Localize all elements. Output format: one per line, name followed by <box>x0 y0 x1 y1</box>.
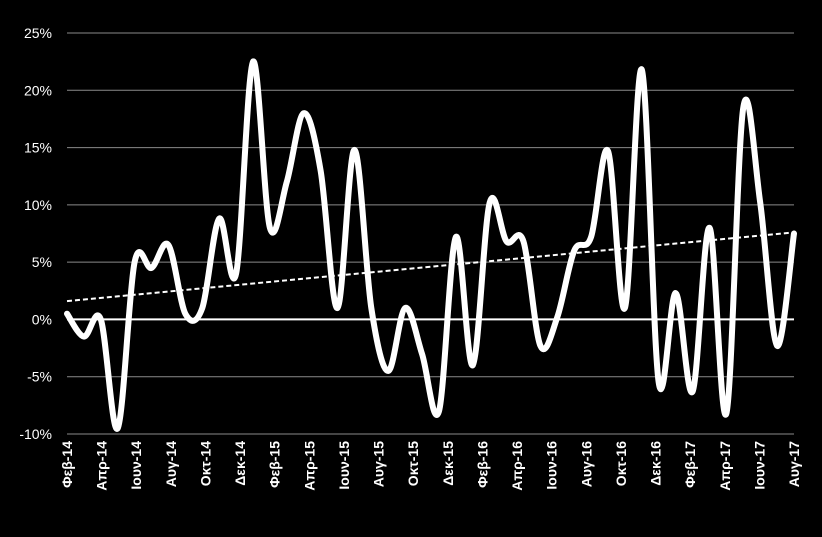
y-tick-label: -10% <box>19 426 52 442</box>
x-tick-label: Αυγ-15 <box>371 441 387 487</box>
y-tick-label: 5% <box>32 254 52 270</box>
x-tick-label: Φεβ-15 <box>267 441 283 488</box>
x-tick-label: Ιουν-16 <box>544 441 560 490</box>
y-tick-label: 0% <box>32 311 52 327</box>
y-tick-label: -5% <box>27 369 52 385</box>
y-tick-label: 20% <box>24 82 52 98</box>
x-axis-tick-labels: Φεβ-14 Απρ-14 Ιουν-14 Αυγ-14 Οκτ-14 Δεκ-14 Φεβ… <box>59 441 802 491</box>
x-tick-label: Αυγ-17 <box>786 441 802 487</box>
series-line <box>64 58 797 432</box>
x-tick-label: Ιουν-15 <box>336 441 352 490</box>
x-tick-label: Φεβ-14 <box>59 441 75 488</box>
series-lines <box>64 58 797 432</box>
trendline <box>66 231 795 303</box>
y-axis-tick-labels: -10% -5% 0% 5% 10% 15% 20% 25% <box>19 25 52 442</box>
y-tick-label: 15% <box>24 140 52 156</box>
x-tick-label: Αυγ-16 <box>578 441 594 487</box>
x-tick-label: Οκτ-16 <box>613 441 629 486</box>
x-tick-label: Δεκ-16 <box>648 441 664 486</box>
x-tick-label: Ιουν-17 <box>751 441 767 490</box>
x-tick-label: Οκτ-15 <box>405 441 421 486</box>
x-tick-label: Απρ-17 <box>717 441 733 491</box>
x-tick-label: Δεκ-15 <box>440 441 456 486</box>
x-tick-label: Φεβ-16 <box>474 441 490 488</box>
x-tick-label: Δεκ-14 <box>232 441 248 486</box>
x-tick-label: Ιουν-14 <box>128 441 144 490</box>
x-tick-label: Φεβ-17 <box>682 441 698 488</box>
x-tick-label: Οκτ-14 <box>197 441 213 486</box>
y-tick-label: 25% <box>24 25 52 41</box>
x-tick-label: Απρ-14 <box>94 441 110 491</box>
x-tick-label: Απρ-16 <box>509 441 525 491</box>
y-tick-label: 10% <box>24 197 52 213</box>
x-tick-label: Αυγ-14 <box>163 441 179 487</box>
x-tick-label: Απρ-15 <box>301 441 317 491</box>
